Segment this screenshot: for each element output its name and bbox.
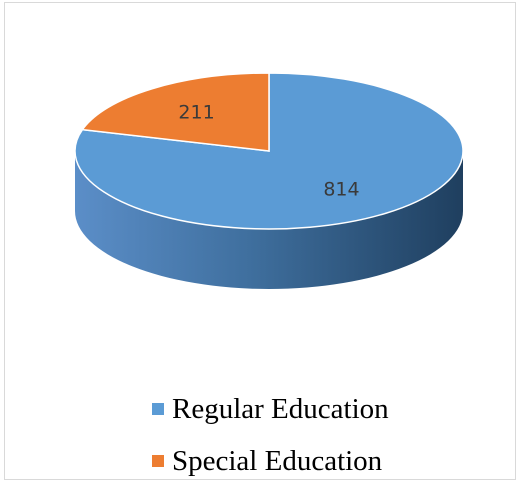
pie-data-labels: 814 211: [178, 101, 359, 200]
pie-slice-special-education: [81, 72, 270, 152]
pie-chart: 814 211: [74, 72, 464, 289]
legend-label-special: Special Education: [172, 444, 383, 477]
pie-side: [75, 151, 463, 289]
legend-swatch-special: [152, 455, 164, 467]
pie-top: [74, 72, 464, 230]
legend: Regular Education Special Education: [152, 383, 389, 487]
pie-side-wall: [75, 151, 463, 289]
data-label-regular-education: 814: [323, 179, 359, 201]
legend-item-special-education: Special Education: [152, 435, 389, 487]
legend-item-regular-education: Regular Education: [152, 383, 389, 435]
legend-swatch-regular: [152, 403, 164, 415]
data-label-special-education: 211: [178, 101, 214, 123]
chart-frame: 814 211 Regular Education Special Educati…: [4, 2, 516, 480]
legend-label-regular: Regular Education: [172, 392, 389, 425]
